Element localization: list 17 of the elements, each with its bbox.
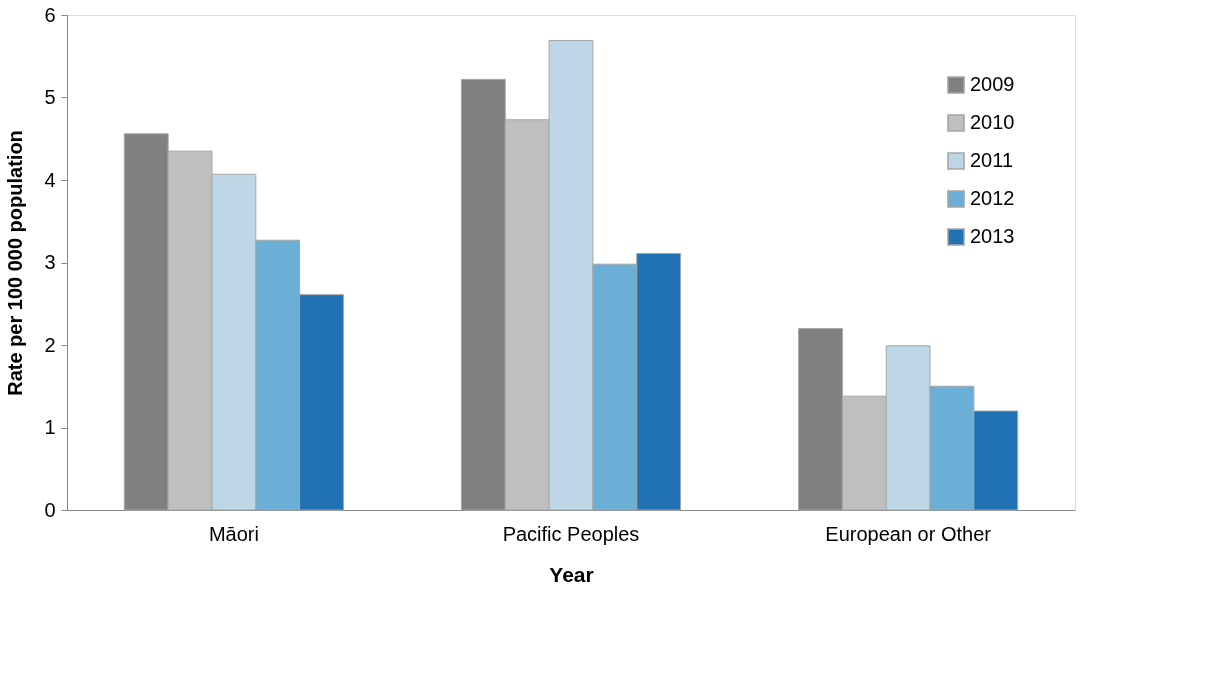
y-tick-label: 5 — [44, 86, 56, 108]
y-tick-label: 2 — [44, 333, 56, 356]
x-tick-label: Pacific Peoples — [502, 522, 640, 545]
legend-label: 2009 — [970, 73, 1015, 95]
y-axis-title: Rate per 100 000 population — [4, 130, 27, 396]
x-axis-title: Year — [549, 562, 594, 586]
x-tick-label: Māori — [208, 522, 259, 545]
legend-label: 2012 — [970, 187, 1015, 209]
legend-label: 2010 — [970, 111, 1015, 133]
legend-label: 2011 — [970, 149, 1014, 171]
y-tick-label: 4 — [44, 168, 56, 191]
y-tick-label: 6 — [44, 3, 56, 26]
y-tick-label: 1 — [44, 416, 56, 438]
legend-label: 2013 — [970, 225, 1015, 247]
y-tick-label: 0 — [44, 498, 56, 521]
y-tick-label: 3 — [44, 251, 56, 273]
x-tick-label: European or Other — [825, 522, 992, 545]
